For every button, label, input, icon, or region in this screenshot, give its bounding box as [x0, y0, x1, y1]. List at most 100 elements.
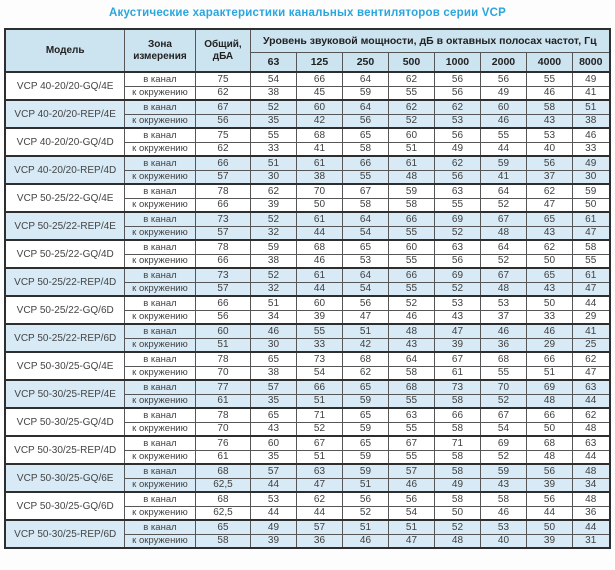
spl-value: 41	[571, 85, 611, 101]
spl-value: 39	[525, 533, 573, 549]
spl-value: 51	[387, 519, 435, 535]
spl-value: 46	[479, 505, 527, 521]
spl-value: 52	[433, 281, 481, 297]
spl-value: 54	[249, 71, 297, 87]
table-row-duct: VCP 50-30/25-REP/4E в канал 77 57 66 65 68 73 70…	[4, 379, 611, 409]
table-body: VCP 40-20/20-GQ/4E в канал 75 54 66 64 62 56 56 5…	[4, 71, 611, 549]
zone-label-duct: в канал	[123, 239, 196, 255]
spl-value: 61	[387, 155, 435, 171]
zone-label-ambient: к окружению	[123, 197, 196, 213]
spl-value: 66	[433, 407, 481, 423]
spl-value: 52	[479, 449, 527, 465]
spl-value: 67	[479, 407, 527, 423]
spl-value: 55	[387, 421, 435, 437]
spl-value: 36	[295, 533, 343, 549]
table-row-duct: VCP 50-30/25-GQ/6E в канал 68 57 63 59 57 58 59 5…	[4, 463, 611, 493]
spl-value: 59	[479, 463, 527, 479]
table-row-ambient: к окружению 62,5 44 44 52 54 50 46 44 36	[5, 505, 611, 521]
model-name: VCP 50-30/25-REP/4E	[4, 379, 125, 409]
spl-value: 58	[341, 197, 389, 213]
spl-value: 46	[479, 323, 527, 339]
spl-value: 51	[295, 449, 343, 465]
spl-value: 44	[295, 225, 343, 241]
total-dba-value: 78	[194, 183, 251, 199]
model-name: VCP 50-30/25-GQ/4D	[4, 407, 125, 437]
spl-value: 53	[341, 253, 389, 269]
spl-value: 59	[341, 393, 389, 409]
spl-value: 52	[387, 113, 435, 129]
table-row-ambient: к окружению 61 35 51 59 55 58 52 48 44	[5, 449, 611, 465]
spl-value: 62	[433, 155, 481, 171]
spl-value: 65	[249, 407, 297, 423]
table-row-duct: VCP 50-30/25-REP/6D в канал 65 49 57 51 51 52 53…	[4, 519, 611, 549]
zone-label-ambient: к окружению	[123, 533, 196, 549]
spl-value: 38	[295, 169, 343, 185]
spl-value: 32	[249, 281, 297, 297]
total-dba-value: 68	[194, 491, 251, 507]
total-dba-value: 56	[194, 309, 251, 325]
spl-value: 44	[249, 505, 297, 521]
zone-label-ambient: к окружению	[123, 85, 196, 101]
table-row-duct: VCP 50-25/22-REP/6D в канал 60 46 55 51 48 47 46…	[4, 323, 611, 353]
spl-value: 43	[525, 281, 573, 297]
spl-value: 62	[295, 491, 343, 507]
spl-value: 65	[341, 239, 389, 255]
spl-value: 61	[571, 267, 611, 283]
zone-label-ambient: к окружению	[123, 337, 196, 353]
table-row-duct: VCP 50-30/25-GQ/4D в канал 78 65 71 65 63 66 67 6…	[4, 407, 611, 437]
spl-value: 70	[479, 379, 527, 395]
spl-value: 56	[433, 169, 481, 185]
spl-value: 65	[525, 211, 573, 227]
spl-value: 52	[341, 505, 389, 521]
model-name: VCP 50-30/25-REP/4D	[4, 435, 125, 465]
spl-value: 60	[295, 99, 343, 115]
spl-value: 55	[387, 225, 435, 241]
header-freq-4000: 4000	[525, 51, 573, 73]
spl-value: 55	[387, 281, 435, 297]
zone-label-ambient: к окружению	[123, 225, 196, 241]
spl-value: 56	[433, 253, 481, 269]
spl-value: 66	[525, 407, 573, 423]
spl-value: 43	[433, 309, 481, 325]
spl-value: 58	[433, 421, 481, 437]
spl-value: 50	[525, 421, 573, 437]
header-freq-1000: 1000	[433, 51, 481, 73]
spl-value: 51	[341, 519, 389, 535]
spl-value: 48	[571, 491, 611, 507]
spl-value: 47	[387, 533, 435, 549]
model-name: VCP 50-25/22-GQ/6D	[4, 295, 125, 325]
spl-value: 53	[479, 519, 527, 535]
spl-value: 52	[249, 267, 297, 283]
spl-value: 59	[479, 155, 527, 171]
spl-value: 49	[249, 519, 297, 535]
spl-value: 32	[249, 225, 297, 241]
table-row-ambient: к окружению 57 30 38 55 48 56 41 37 30	[5, 169, 611, 185]
spl-value: 48	[433, 533, 481, 549]
model-name: VCP 50-25/22-REP/4D	[4, 267, 125, 297]
spl-value: 39	[249, 197, 297, 213]
spl-value: 30	[249, 337, 297, 353]
total-dba-value: 68	[194, 463, 251, 479]
zone-label-duct: в канал	[123, 295, 196, 311]
zone-label-ambient: к окружению	[123, 505, 196, 521]
spl-value: 47	[295, 477, 343, 493]
model-name: VCP 50-30/25-GQ/6E	[4, 463, 125, 493]
total-dba-value: 77	[194, 379, 251, 395]
table-row-ambient: к окружению 70 43 52 59 55 58 54 50 48	[5, 421, 611, 437]
zone-label-ambient: к окружению	[123, 169, 196, 185]
spl-value: 44	[571, 519, 611, 535]
model-name: VCP 50-25/22-REP/6D	[4, 323, 125, 353]
spl-value: 33	[525, 309, 573, 325]
table-row-ambient: к окружению 62,5 44 47 51 46 49 43 39 34	[5, 477, 611, 493]
model-name: VCP 40-20/20-REP/4D	[4, 155, 125, 185]
spl-value: 56	[525, 463, 573, 479]
table-row-duct: VCP 50-30/25-GQ/4E в канал 78 65 73 68 64 67 68 6…	[4, 351, 611, 381]
spl-value: 55	[571, 253, 611, 269]
spl-value: 55	[249, 127, 297, 143]
spl-value: 42	[295, 113, 343, 129]
model-name: VCP 40-20/20-REP/4E	[4, 99, 125, 129]
spl-value: 29	[571, 309, 611, 325]
total-dba-value: 66	[194, 197, 251, 213]
table-row-duct: VCP 40-20/20-GQ/4E в канал 75 54 66 64 62 56 56 5…	[4, 71, 611, 101]
spl-value: 55	[387, 85, 435, 101]
